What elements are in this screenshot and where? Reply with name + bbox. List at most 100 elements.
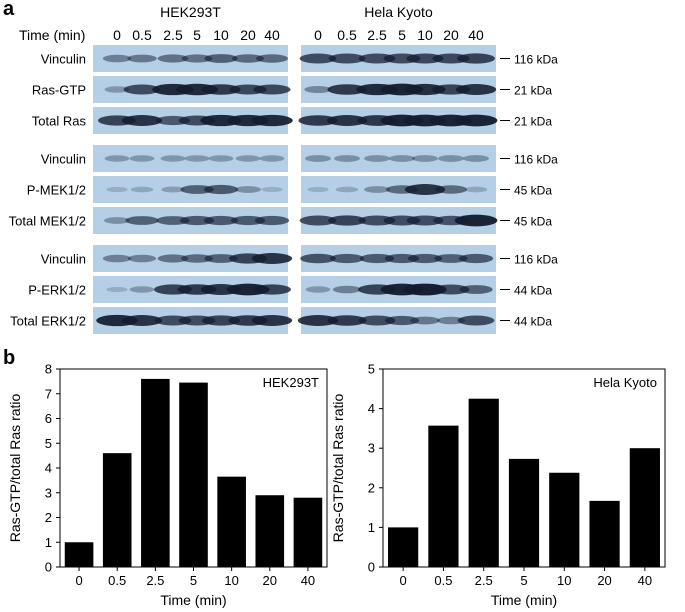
y-axis-label: Ras-GTP/total Ras ratio [7,393,23,542]
blot-band [297,315,339,326]
timepoint-label: 40 [264,27,280,43]
mw-label: 116 kDa [514,153,558,167]
blot-band [328,53,366,64]
blot-band [201,84,241,95]
mw-label: 44 kDa [514,284,552,298]
blot-band [307,186,329,193]
y-axis-label: Ras-GTP/total Ras ratio [330,393,346,542]
blot-band [184,155,210,162]
timepoint-label: 0.5 [337,27,357,43]
blot-band [457,315,495,326]
blot-band [256,54,288,63]
bar [102,453,132,567]
bar [255,495,285,567]
bar [179,382,208,567]
blot-band [328,215,366,226]
blot-band [204,254,238,263]
blot-band [434,254,468,263]
blot-band [436,316,466,325]
bar [217,476,246,567]
y-tick-label: 5 [45,436,52,451]
timepoint-label: 20 [240,27,256,43]
protein-label: P-ERK1/2 [28,283,86,298]
blot-band [454,114,498,127]
blot-band [157,254,189,263]
blot-band [454,214,498,227]
x-tick-label: 10 [224,573,238,588]
blot-band [203,215,239,226]
bar [468,398,499,567]
blot-band [104,86,130,93]
blot-band [127,254,157,263]
blot-band [364,155,390,162]
blot-band [230,215,266,226]
blot-band [251,253,293,264]
blot-band [203,184,239,195]
mw-label: 116 kDa [514,53,558,67]
blot-band [384,315,420,326]
y-tick-label: 3 [368,441,375,456]
blot-band [180,185,214,194]
blot-band [403,283,447,296]
cell-line-label: HEK293T [160,4,221,20]
blot-band [334,155,360,162]
cell-line-label: Hela Kyoto [364,4,433,20]
blot-band [253,84,291,95]
blot-band [106,186,128,193]
blot-band [160,155,186,162]
x-tick-label: 20 [263,573,277,588]
blot-band [406,53,444,64]
blot-band [305,155,331,162]
blot-band [299,53,337,64]
blot-strip [93,145,288,172]
blot-band [410,316,440,325]
plot-frame [59,368,328,568]
blot-band [298,115,338,126]
blot-band [404,184,446,195]
blot-band [232,54,264,63]
mw-label: 45 kDa [514,184,552,198]
blot-band [156,216,190,225]
blot-band [251,114,293,127]
mw-label: 45 kDa [514,215,552,229]
blot-band [326,115,368,126]
blot-band [327,315,367,326]
blot-band [161,186,185,193]
protein-label: Vinculin [41,52,86,67]
blot-band [251,315,293,326]
timepoint-label: 5 [193,27,201,43]
x-tick-label: 40 [301,573,315,588]
blot-band [300,253,336,264]
timepoint-label: 2.5 [163,27,183,43]
blot-band [457,53,495,64]
blot-band [102,54,132,63]
bar [508,458,540,567]
blot-band [412,155,438,162]
mw-label: 116 kDa [514,253,558,267]
mw-label: 44 kDa [514,315,552,329]
western-blot-figure: Time (min) HEK293T 0 0.5 2.5 5 10 20 40 Hela Kyot… [9,4,558,334]
blot-band [127,54,157,63]
x-tick-label: 10 [557,573,571,588]
y-tick-label: 0 [368,560,375,575]
blot-band [129,286,155,293]
blot-band [130,186,154,193]
x-tick-label: 0.5 [108,573,126,588]
blot-band [254,215,290,226]
blot-band [253,284,291,295]
y-tick-label: 6 [45,411,52,426]
bar [293,497,323,567]
blot-band [106,286,128,293]
blot-band [432,284,470,295]
timepoint-label: 5 [398,27,406,43]
bar [428,425,459,567]
bar [589,500,620,567]
blot-band [179,215,215,226]
blot-band [464,186,488,193]
y-tick-label: 7 [45,386,52,401]
blot-band [181,254,213,263]
protein-label: Total Ras [32,114,87,129]
panel-a-letter: a [3,0,15,20]
y-tick-label: 1 [45,535,52,550]
protein-label: Vinculin [41,252,86,267]
